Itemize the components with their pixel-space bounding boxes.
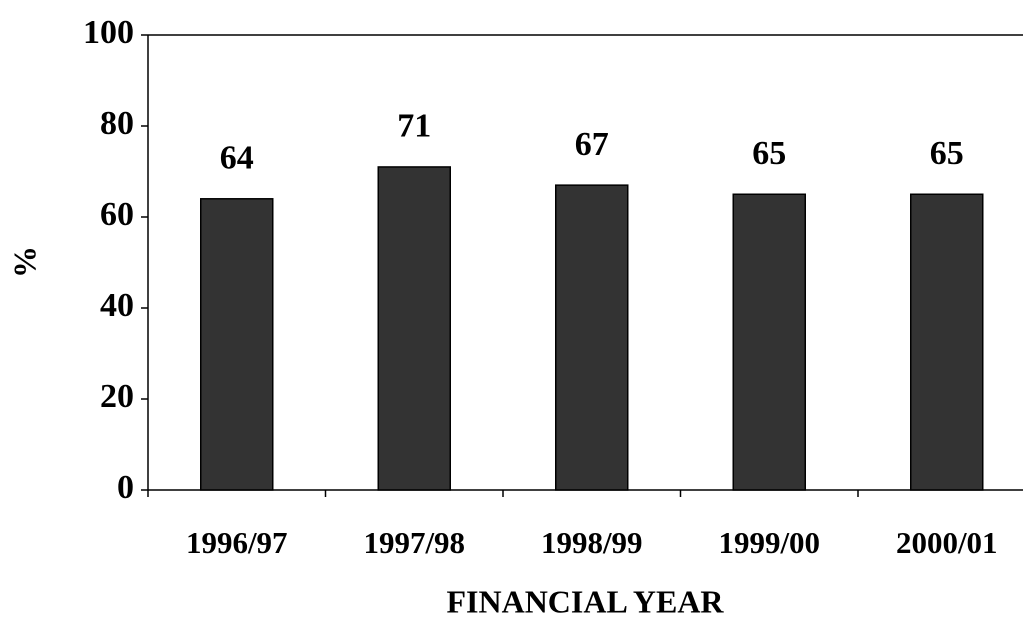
y-tick-label: 80 bbox=[100, 105, 134, 142]
value-label: 65 bbox=[930, 135, 964, 172]
x-tick-label: 2000/01 bbox=[896, 525, 998, 560]
y-tick-label: 100 bbox=[83, 14, 134, 51]
value-label: 71 bbox=[397, 108, 431, 145]
y-tick-label: 40 bbox=[100, 287, 134, 324]
y-axis-label: % bbox=[6, 246, 42, 278]
x-axis-label: FINANCIAL YEAR bbox=[446, 583, 724, 619]
bar bbox=[910, 193, 984, 491]
y-tick-label: 0 bbox=[117, 469, 134, 506]
value-label: 67 bbox=[575, 126, 609, 163]
x-tick-label: 1997/98 bbox=[363, 525, 465, 560]
value-label: 64 bbox=[220, 140, 254, 177]
bar bbox=[555, 184, 629, 491]
x-tick-label: 1998/99 bbox=[541, 525, 643, 560]
bar bbox=[200, 198, 274, 491]
bar bbox=[732, 193, 806, 491]
y-tick-label: 20 bbox=[100, 378, 134, 415]
x-tick-label: 1999/00 bbox=[718, 525, 820, 560]
x-tick-label: 1996/97 bbox=[186, 525, 288, 560]
y-tick-label: 60 bbox=[100, 196, 134, 233]
value-label: 65 bbox=[752, 135, 786, 172]
bar bbox=[377, 166, 451, 491]
